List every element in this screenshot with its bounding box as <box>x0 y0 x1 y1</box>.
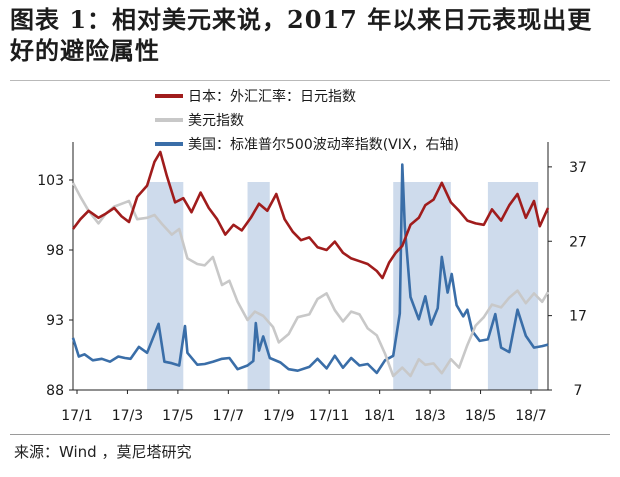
source-divider <box>10 434 610 435</box>
x-tick-label: 17/11 <box>309 408 349 424</box>
right-tick-label: 37 <box>569 160 587 176</box>
shaded-period-2 <box>247 182 270 390</box>
x-tick-label: 18/1 <box>364 408 395 424</box>
title-divider <box>10 80 610 81</box>
right-tick-label: 17 <box>569 309 587 325</box>
series-line-2 <box>71 182 550 378</box>
legend-label-3: 美国：标准普尔500波动率指数(VIX，右轴) <box>188 136 459 153</box>
left-tick-label: 103 <box>37 173 64 189</box>
series-line-3 <box>71 163 549 375</box>
x-tick-label: 18/5 <box>465 408 496 424</box>
x-tick-label: 17/5 <box>162 408 193 424</box>
x-tick-label: 18/7 <box>515 408 546 424</box>
legend-label-2: 美元指数 <box>188 113 244 129</box>
x-tick-label: 18/3 <box>414 408 445 424</box>
shaded-period-3 <box>393 182 451 390</box>
right-tick-label: 27 <box>569 234 587 250</box>
right-tick-label: 7 <box>574 383 583 399</box>
legend-label-1: 日本：外汇汇率：日元指数 <box>188 88 356 105</box>
left-tick-label: 88 <box>46 383 64 399</box>
x-tick-label: 17/7 <box>213 408 244 424</box>
x-tick-label: 17/3 <box>112 408 143 424</box>
x-tick-label: 17/9 <box>263 408 294 424</box>
left-tick-label: 93 <box>46 313 64 329</box>
x-tick-label: 17/1 <box>61 408 92 424</box>
series-line-1 <box>71 150 550 280</box>
source-note: 来源：Wind ，莫尼塔研究 <box>14 443 192 461</box>
left-tick-label: 98 <box>46 243 64 259</box>
chart-title: 图表 1：相对美元来说，2017 年以来日元表现出更好的避险属性 <box>10 5 593 65</box>
